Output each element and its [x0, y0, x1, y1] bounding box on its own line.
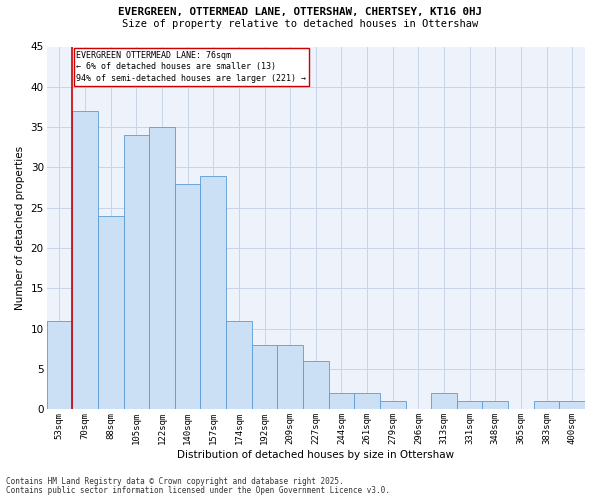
- Bar: [226, 320, 251, 410]
- Bar: [277, 345, 303, 410]
- Text: EVERGREEN OTTERMEAD LANE: 76sqm
← 6% of detached houses are smaller (13)
94% of : EVERGREEN OTTERMEAD LANE: 76sqm ← 6% of …: [76, 50, 306, 83]
- Bar: [431, 394, 457, 409]
- Bar: [175, 184, 200, 410]
- Bar: [329, 394, 354, 409]
- Bar: [149, 127, 175, 410]
- Bar: [354, 394, 380, 409]
- Bar: [380, 402, 406, 409]
- Text: Size of property relative to detached houses in Ottershaw: Size of property relative to detached ho…: [122, 19, 478, 29]
- Y-axis label: Number of detached properties: Number of detached properties: [15, 146, 25, 310]
- Text: EVERGREEN, OTTERMEAD LANE, OTTERSHAW, CHERTSEY, KT16 0HJ: EVERGREEN, OTTERMEAD LANE, OTTERSHAW, CH…: [118, 8, 482, 18]
- X-axis label: Distribution of detached houses by size in Ottershaw: Distribution of detached houses by size …: [177, 450, 454, 460]
- Bar: [98, 216, 124, 410]
- Bar: [303, 361, 329, 410]
- Bar: [482, 402, 508, 409]
- Bar: [251, 345, 277, 410]
- Bar: [200, 176, 226, 410]
- Bar: [47, 320, 72, 410]
- Text: Contains public sector information licensed under the Open Government Licence v3: Contains public sector information licen…: [6, 486, 390, 495]
- Bar: [559, 402, 585, 409]
- Bar: [72, 111, 98, 410]
- Bar: [457, 402, 482, 409]
- Bar: [534, 402, 559, 409]
- Text: Contains HM Land Registry data © Crown copyright and database right 2025.: Contains HM Land Registry data © Crown c…: [6, 477, 344, 486]
- Bar: [124, 135, 149, 409]
